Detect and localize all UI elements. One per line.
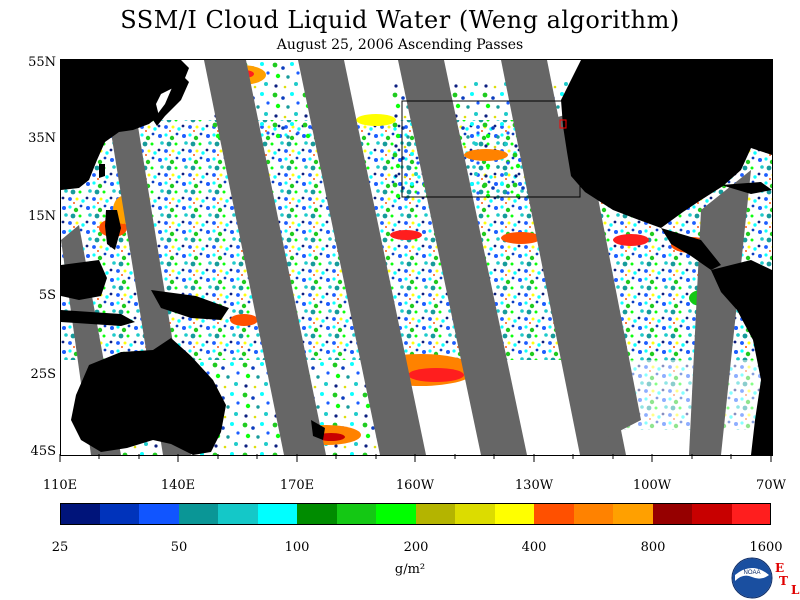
colorbar-swatch: [60, 503, 100, 525]
colorbar-swatch: [297, 503, 337, 525]
colorbar-swatch: [653, 503, 692, 525]
colorbar-label-1600: 1600: [749, 540, 783, 555]
lat-label-5s: 5S: [38, 288, 56, 303]
lat-label-25s: 25S: [30, 367, 56, 382]
colorbar-swatch: [613, 503, 653, 525]
lon-label-140e: 140E: [160, 478, 196, 493]
noaa-logo-text: NOAA: [743, 570, 760, 576]
colorbar-units: g/m²: [394, 562, 426, 577]
lat-label-35n: 35N: [28, 131, 56, 146]
colorbar-swatch: [495, 503, 534, 525]
map-title: SSM/I Cloud Liquid Water (Weng algorithm…: [120, 6, 680, 34]
colorbar-label-400: 400: [521, 540, 547, 555]
noaa-logo: NOAA: [731, 557, 773, 599]
colorbar-swatch: [258, 503, 297, 525]
lon-label-160w: 160W: [395, 478, 435, 493]
colorbar-label-25: 25: [51, 540, 69, 555]
colorbar-swatch: [337, 503, 376, 525]
lon-label-100w: 100W: [632, 478, 672, 493]
cloud-water-map: [61, 60, 772, 455]
map-subtitle: August 25, 2006 Ascending Passes: [276, 37, 524, 53]
colorbar-border: [60, 503, 771, 525]
colorbar-swatch: [179, 503, 218, 525]
lat-label-45s: 45S: [30, 444, 56, 459]
colorbar-label-200: 200: [403, 540, 429, 555]
lon-label-110e: 110E: [42, 478, 78, 493]
etl-letter-t: T: [779, 574, 788, 588]
colorbar-swatch: [218, 503, 258, 525]
colorbar-swatch: [455, 503, 495, 525]
colorbar-swatch: [692, 503, 732, 525]
lon-label-70w: 70W: [756, 478, 786, 493]
lat-label-55n: 55N: [28, 55, 56, 70]
colorbar-swatch: [100, 503, 139, 525]
map-panel: [60, 59, 773, 456]
colorbar: [60, 503, 771, 525]
etl-letter-l: L: [791, 583, 800, 597]
colorbar-swatch: [574, 503, 613, 525]
colorbar-swatch: [534, 503, 574, 525]
etl-letter-e: E: [775, 561, 785, 575]
colorbar-label-50: 50: [170, 540, 188, 555]
lat-label-15n: 15N: [28, 209, 56, 224]
colorbar-swatch: [732, 503, 771, 525]
colorbar-swatch: [416, 503, 455, 525]
colorbar-swatch: [139, 503, 179, 525]
colorbar-swatch: [376, 503, 416, 525]
lon-label-130w: 130W: [514, 478, 554, 493]
colorbar-label-100: 100: [284, 540, 310, 555]
lon-label-170e: 170E: [279, 478, 315, 493]
colorbar-label-800: 800: [640, 540, 666, 555]
